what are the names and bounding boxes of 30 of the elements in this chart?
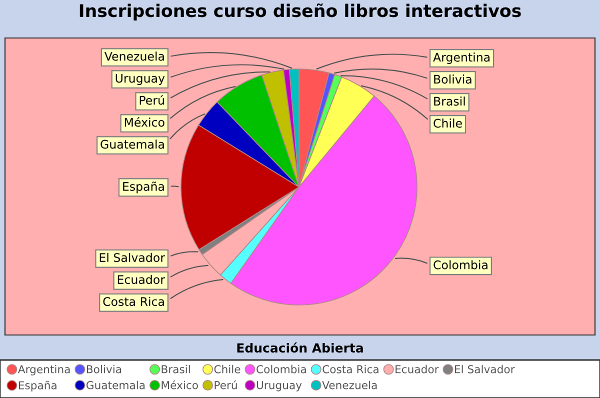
- chart-title: Inscripciones curso diseño libros interactivos: [80, 3, 521, 21]
- legend-label: Costa Rica: [322, 364, 378, 374]
- slice-label: Chile: [434, 118, 462, 128]
- legend-label: Argentina: [18, 364, 70, 376]
- legend-label: España: [18, 380, 56, 392]
- legend-label: Colombia: [256, 364, 306, 374]
- legend-label: México: [162, 380, 198, 390]
- slice-label: El Salvador: [100, 252, 165, 262]
- slice-label: Venezuela: [104, 52, 164, 61]
- legend-label: Brasil: [162, 364, 190, 374]
- legend-label: Bolivia: [86, 364, 122, 374]
- legend-label: Ecuador: [396, 364, 439, 374]
- legend-label: Perú: [214, 380, 237, 390]
- slice-label: Brasil: [434, 96, 465, 106]
- slice-label: España: [123, 182, 164, 194]
- slice-label: Argentina: [433, 52, 490, 64]
- legend-label: Chile: [214, 364, 240, 374]
- legend-label: Guatemala: [86, 380, 145, 390]
- legend-title: Educación Abierta: [237, 342, 363, 353]
- slice-label: México: [124, 117, 164, 127]
- legend-label: El Salvador: [455, 364, 515, 374]
- slice-label: Guatemala: [100, 140, 164, 149]
- legend-label: Uruguay: [256, 381, 302, 392]
- slice-label: Uruguay: [116, 74, 165, 86]
- legend-label: Venezuela: [322, 380, 377, 390]
- slice-label: Bolivia: [434, 74, 472, 84]
- slice-label: Ecuador: [118, 274, 165, 284]
- slice-label: Colombia: [434, 260, 488, 270]
- slice-label: Perú: [140, 95, 164, 105]
- slice-label: Costa Rica: [103, 296, 164, 306]
